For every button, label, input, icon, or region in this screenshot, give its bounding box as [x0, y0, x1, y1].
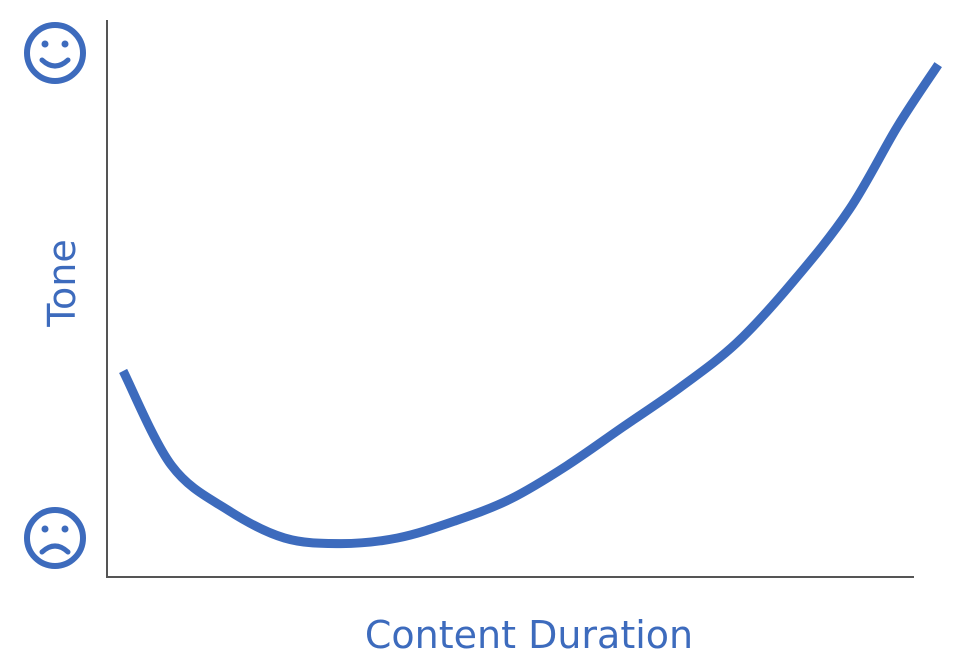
- y-axis-label: Tone: [40, 239, 84, 327]
- x-axis-label: Content Duration: [365, 613, 693, 657]
- series-line: [119, 62, 942, 549]
- sad-face-icon: [24, 507, 86, 569]
- happy-face-icon: [24, 22, 86, 84]
